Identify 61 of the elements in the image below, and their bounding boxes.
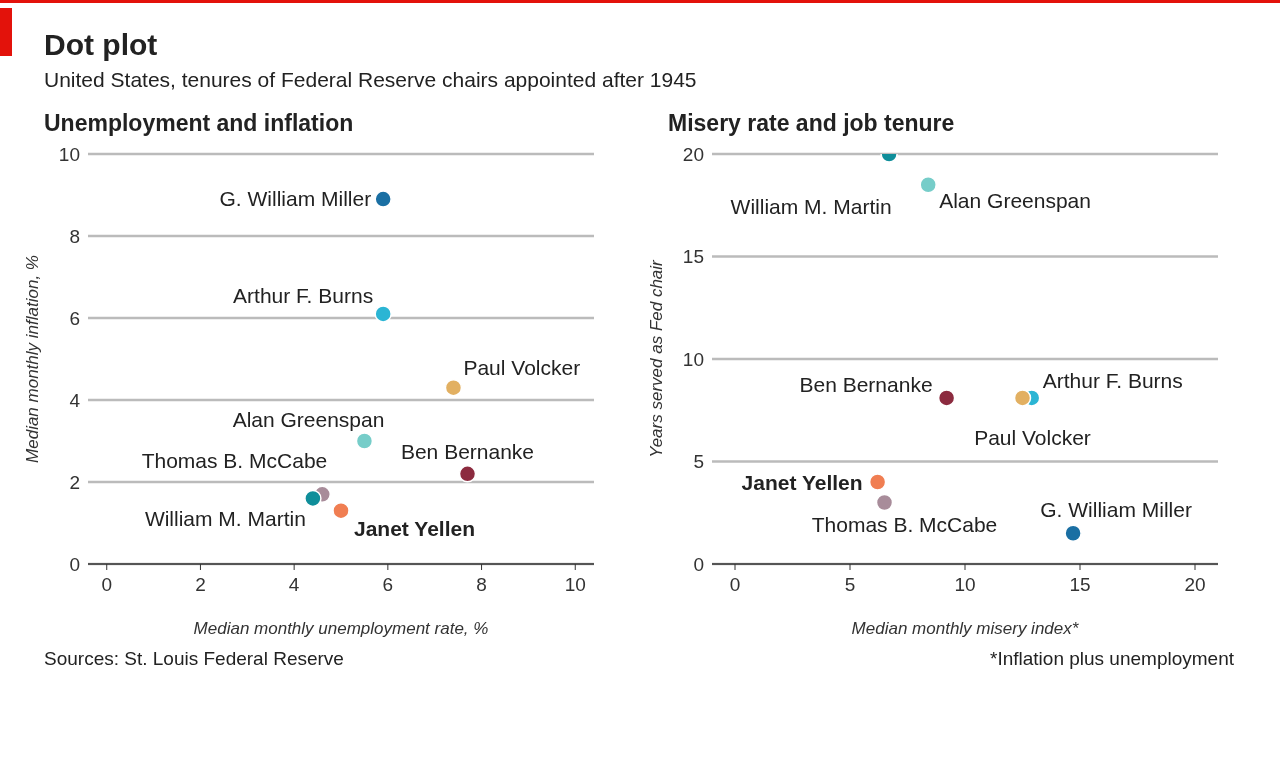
chart-title: Unemployment and inflation (44, 110, 355, 138)
point (919, 176, 937, 194)
point (374, 305, 392, 323)
x-axis-title: Median monthly misery index* (851, 619, 1080, 638)
series-label: G. William Miller (1040, 497, 1192, 521)
y-tick-label: 15 (682, 246, 704, 268)
y-tick-label: 8 (69, 225, 80, 247)
point (304, 489, 322, 508)
series-label: Ben Bernanke (799, 373, 933, 397)
series-label: William M. Martin (144, 506, 306, 530)
point (332, 501, 350, 520)
y-tick-label: 10 (682, 348, 704, 370)
x-tick-label: 6 (382, 574, 394, 596)
point (937, 389, 956, 407)
point (444, 378, 463, 397)
series-label: Arthur F. Burns (1042, 369, 1183, 393)
x-tick-label: 8 (476, 574, 487, 596)
x-tick-label: 0 (101, 574, 113, 596)
x-tick-label: 10 (564, 574, 586, 596)
series-label: Paul Volcker (974, 426, 1091, 450)
x-tick-label: 5 (844, 574, 856, 596)
y-axis-title: Median monthly inflation, % (23, 255, 43, 463)
point (1064, 524, 1082, 542)
x-tick-label: 20 (1184, 574, 1206, 596)
source-note: Sources: St. Louis Federal Reserve (44, 648, 344, 670)
y-tick-label: 0 (69, 553, 80, 575)
y-axis-title: Years served as Fed chair (647, 258, 667, 458)
x-tick-label: 10 (954, 574, 976, 596)
y-tick-label: 6 (69, 307, 80, 329)
series-label: Paul Volcker (463, 356, 581, 380)
y-tick-label: 5 (693, 451, 704, 473)
x-axis-title: Median monthly unemployment rate, % (193, 619, 489, 638)
series-label: Alan Greenspan (232, 407, 385, 431)
point (875, 493, 894, 512)
series-label: Alan Greenspan (939, 189, 1091, 213)
point (868, 473, 887, 491)
y-tick-label: 20 (682, 143, 704, 165)
point (374, 190, 392, 208)
series-label: Thomas B. McCabe (141, 448, 328, 472)
x-tick-label: 4 (288, 574, 300, 596)
chart-title: Misery rate and job tenure (668, 110, 956, 138)
series-label: G. William Miller (219, 186, 372, 210)
series-label: Arthur F. Burns (233, 284, 374, 308)
x-tick-label: 2 (195, 574, 206, 596)
text: United States, tenures of Federal Reserve chairs appointed after 1945 (44, 68, 698, 92)
point (458, 465, 477, 483)
y-tick-label: 4 (69, 389, 81, 411)
series-label: Janet Yellen (354, 517, 476, 541)
x-tick-label: 15 (1069, 574, 1091, 596)
y-tick-label: 10 (58, 143, 80, 165)
y-tick-label: 0 (693, 553, 704, 575)
text: Dot plot (44, 28, 159, 62)
series-label: Janet Yellen (741, 470, 863, 494)
series-label: Ben Bernanke (400, 440, 535, 464)
series-label: William M. Martin (730, 194, 892, 218)
y-tick-label: 2 (69, 471, 80, 493)
point (355, 432, 374, 450)
text: *Inflation plus unemployment (990, 648, 1234, 670)
x-tick-label: 0 (729, 574, 741, 596)
series-label: Thomas B. McCabe (811, 513, 998, 536)
point (1013, 389, 1032, 407)
